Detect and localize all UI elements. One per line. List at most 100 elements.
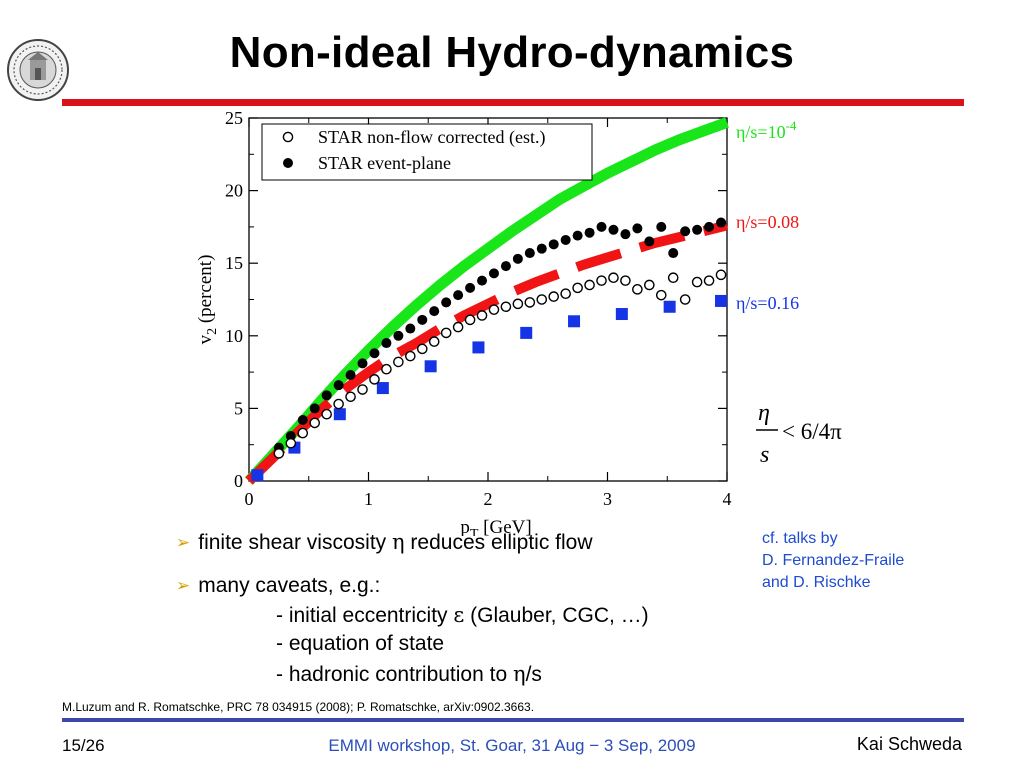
star-nonflow-point [620, 275, 631, 286]
blue-dotted-curve-point [568, 315, 581, 328]
star-nonflow-point [667, 272, 679, 284]
star-nonflow-point [416, 343, 428, 355]
green-curve-label: η/s=10-4 [736, 118, 797, 142]
star-event-plane-point [333, 380, 344, 391]
x-tick-label: 4 [723, 489, 732, 509]
blue-dotted-curve-point [251, 469, 264, 482]
star-event-plane-point [297, 415, 308, 426]
blue-dotted-curve-point [424, 360, 437, 373]
star-event-plane-point [357, 358, 368, 369]
author-name: Kai Schweda [856, 734, 962, 754]
star-event-plane-point [704, 221, 715, 232]
blue-dotted-curve-point [520, 326, 533, 339]
star-event-plane-point [488, 268, 499, 279]
star-event-plane-point [429, 306, 440, 317]
legend-entry: STAR non-flow corrected (est.) [318, 127, 546, 148]
star-nonflow-point [273, 448, 285, 459]
talks-line: D. Fernandez-Fraile [762, 552, 905, 569]
star-nonflow-point [536, 294, 548, 305]
y-tick-label: 25 [225, 108, 243, 128]
star-event-plane-point [369, 348, 380, 359]
star-event-plane-point [524, 248, 535, 259]
star-nonflow-point [655, 289, 667, 301]
formula-relation: < 6/4π [782, 419, 842, 444]
y-tick-label: 5 [234, 398, 243, 418]
star-event-plane-point [321, 390, 332, 401]
star-nonflow-point [572, 282, 583, 294]
star-nonflow-point [464, 314, 476, 326]
caveat-item: - initial eccentricity ε (Glauber, CGC, … [276, 603, 649, 627]
star-nonflow-point [500, 301, 512, 313]
star-event-plane-point [345, 370, 356, 381]
title-underline [62, 99, 964, 106]
star-nonflow-point [285, 437, 297, 449]
star-event-plane-point [548, 239, 559, 250]
star-nonflow-point [608, 272, 619, 284]
star-nonflow-point [476, 310, 488, 321]
v2-vs-pt-chart: 0 1 2 3 4 0 5 10 15 20 25 pT [GeV] v2 (percent) STAR … [195, 108, 799, 536]
star-event-plane-point [500, 261, 511, 272]
star-nonflow-point [584, 279, 595, 291]
star-event-plane-point [309, 403, 320, 414]
blue-dotted-curve-point [663, 300, 676, 313]
star-nonflow-point [524, 297, 536, 308]
star-event-plane-point [465, 282, 476, 293]
star-nonflow-point [369, 374, 380, 385]
star-nonflow-point [393, 356, 404, 368]
star-event-plane-point [608, 224, 619, 235]
x-tick-label: 3 [603, 489, 612, 509]
blue-dotted-curve-point [333, 408, 346, 421]
university-seal-logo [6, 38, 70, 102]
x-tick-label: 2 [484, 489, 493, 509]
star-nonflow-point [691, 276, 703, 288]
viscosity-bound-formula: η s < 6/4π [756, 400, 842, 468]
star-event-plane-point [596, 221, 607, 232]
y-axis-label: v2 (percent) [195, 255, 220, 345]
star-nonflow-point [644, 279, 655, 291]
star-event-plane-point [536, 243, 547, 254]
event-name: EMMI workshop, St. Goar, 31 Aug − 3 Sep,… [328, 736, 696, 755]
star-event-plane-point [441, 297, 452, 308]
star-event-plane-point [656, 221, 667, 232]
star-nonflow-point [560, 288, 571, 299]
arrow-bullet-icon: ➢ [176, 533, 191, 552]
star-event-plane-point [477, 275, 488, 286]
legend-entry: STAR event-plane [318, 153, 451, 173]
caveat-item: - equation of state [276, 632, 445, 655]
star-nonflow-point [428, 336, 440, 347]
star-event-plane-point [692, 224, 703, 235]
star-event-plane-point [512, 253, 523, 264]
star-event-plane-point [560, 234, 571, 245]
star-event-plane-point [453, 290, 464, 301]
blue-curve-label: η/s=0.16 [736, 293, 799, 313]
star-nonflow-point [309, 417, 321, 429]
blue-dotted-curve-point [376, 382, 389, 395]
star-nonflow-point [596, 275, 607, 286]
star-nonflow-point [548, 291, 560, 302]
x-tick-label: 0 [245, 489, 254, 509]
y-tick-label: 15 [225, 253, 243, 273]
star-event-plane-point [632, 223, 643, 234]
star-nonflow-point [333, 398, 344, 410]
y-tick-label: 20 [225, 181, 243, 201]
blue-dotted-curve-point [715, 294, 728, 307]
star-event-plane-point [393, 330, 404, 341]
formula-denominator: s [760, 442, 769, 468]
star-nonflow-point [381, 363, 392, 375]
page-number: 15/26 [62, 736, 105, 755]
star-nonflow-point [405, 350, 416, 362]
star-event-plane-point [620, 229, 631, 240]
y-tick-label: 0 [234, 471, 243, 491]
legend-open-circle-marker [282, 131, 294, 143]
bullet-item: ➢ many caveats, e.g.: [176, 574, 381, 597]
star-event-plane-point [381, 338, 392, 349]
star-nonflow-point [488, 304, 500, 315]
talks-line: and D. Rischke [762, 574, 871, 591]
star-nonflow-point [679, 294, 691, 305]
footer-rule [62, 718, 964, 722]
x-axis-label: pT [GeV] [460, 517, 531, 536]
star-nonflow-point [321, 408, 332, 420]
chart-legend [261, 123, 593, 181]
star-nonflow-point [440, 327, 452, 339]
star-event-plane-point [584, 227, 595, 238]
